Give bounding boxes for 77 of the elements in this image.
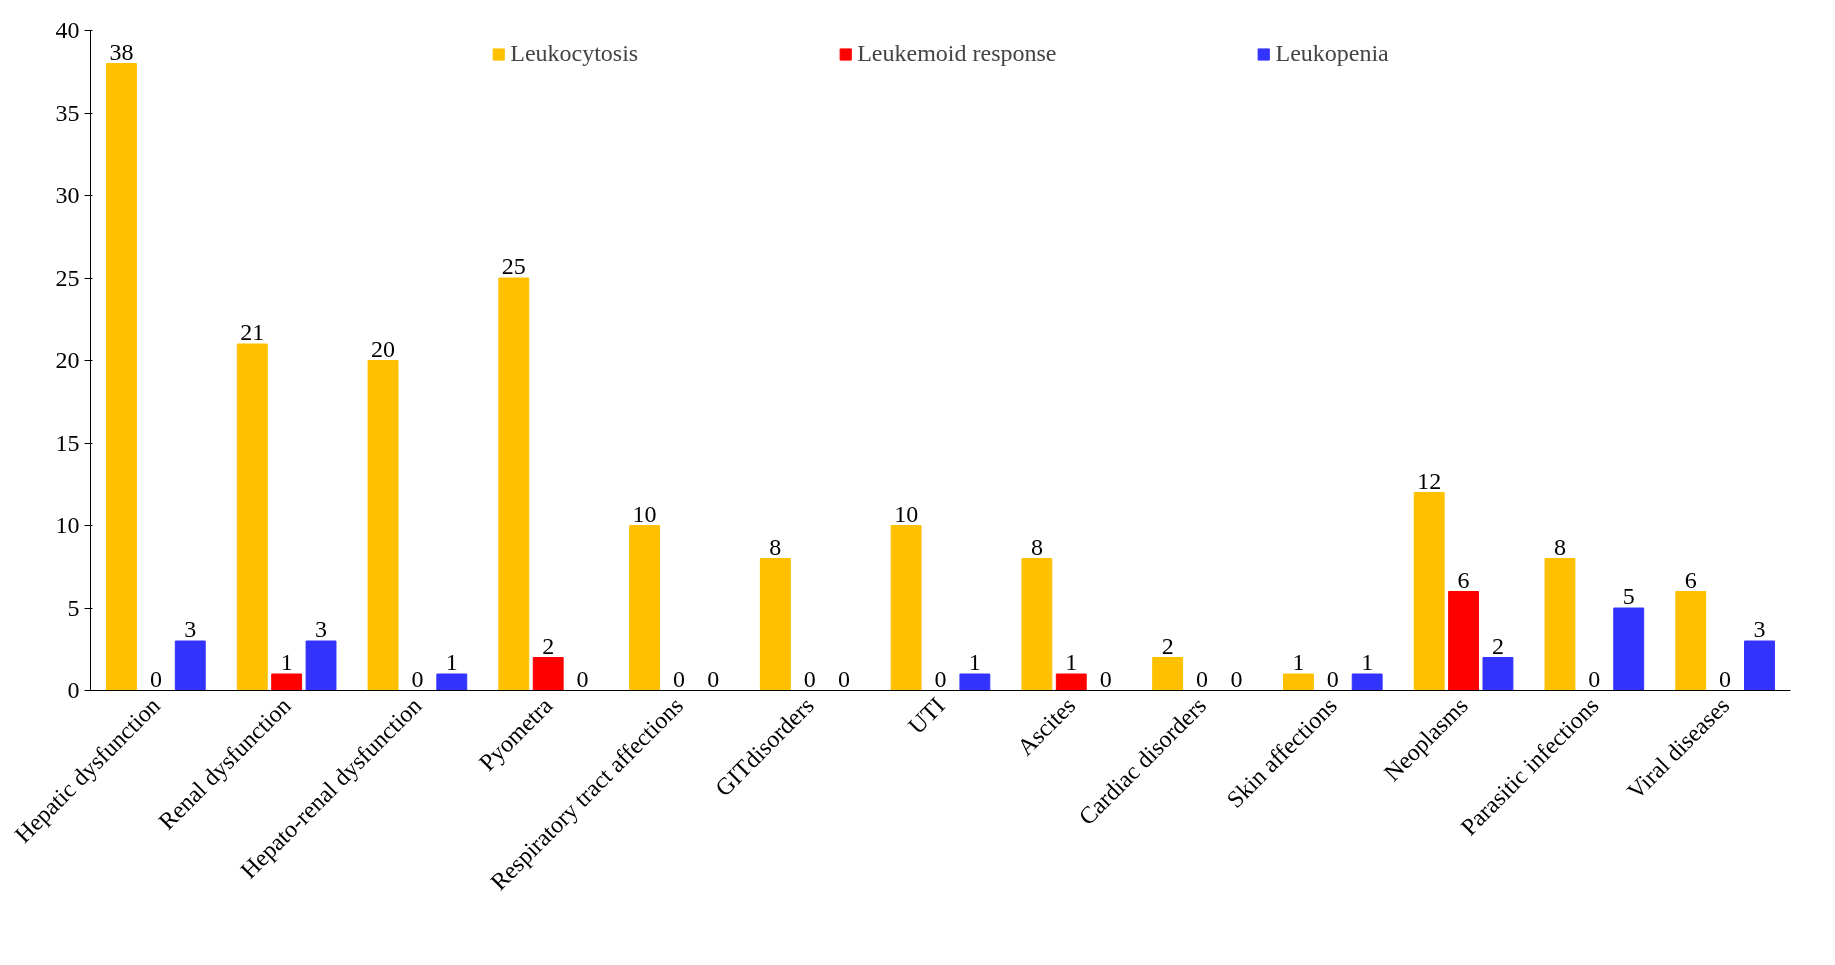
bar xyxy=(1021,558,1053,691)
data-label: 8 xyxy=(769,533,782,560)
bar xyxy=(174,640,206,691)
bar xyxy=(1482,657,1514,691)
bar xyxy=(1152,657,1184,691)
data-label: 6 xyxy=(1684,566,1697,593)
y-tick-label: 5 xyxy=(67,594,80,621)
data-label: 0 xyxy=(411,665,424,692)
bar xyxy=(532,657,564,691)
data-label: 1 xyxy=(445,649,458,675)
y-tick-label: 35 xyxy=(55,99,80,126)
bar xyxy=(1613,607,1645,691)
data-label: 0 xyxy=(1196,665,1209,692)
data-label: 0 xyxy=(803,665,816,692)
data-label: 1 xyxy=(280,649,293,675)
bar xyxy=(890,525,922,691)
data-label: 10 xyxy=(632,500,657,527)
data-label: 25 xyxy=(501,253,526,279)
data-label: 2 xyxy=(1491,632,1504,659)
y-tick-label: 30 xyxy=(55,182,80,208)
data-label: 0 xyxy=(672,665,685,692)
data-label: 1 xyxy=(1292,649,1305,675)
data-label: 0 xyxy=(1230,665,1243,692)
data-label: 6 xyxy=(1457,566,1470,593)
bar xyxy=(367,360,399,691)
y-tick-label: 15 xyxy=(55,429,80,456)
bar xyxy=(106,63,137,691)
data-label: 3 xyxy=(315,616,328,642)
data-label: 0 xyxy=(838,665,851,692)
bar xyxy=(498,277,530,691)
data-label: 0 xyxy=(1326,665,1339,692)
bar xyxy=(1055,673,1087,691)
y-tick-label: 25 xyxy=(55,264,80,291)
data-label: 8 xyxy=(1553,533,1566,560)
data-label: 1 xyxy=(1361,649,1374,675)
data-label: 0 xyxy=(707,665,720,692)
bar xyxy=(1544,558,1576,691)
data-label: 38 xyxy=(109,38,134,65)
data-label: 5 xyxy=(1622,583,1635,609)
x-tick-label: UTI xyxy=(903,692,950,739)
y-tick-label: 10 xyxy=(55,512,80,538)
data-label: 21 xyxy=(240,319,265,345)
bar xyxy=(1282,673,1314,691)
data-label: 2 xyxy=(542,632,555,659)
data-label: 0 xyxy=(1099,665,1112,692)
y-tick-label: 0 xyxy=(67,677,80,703)
data-label: 8 xyxy=(1030,533,1043,560)
bar xyxy=(629,525,661,691)
data-label: 10 xyxy=(894,500,919,527)
legend-label: Leukocytosis xyxy=(510,40,639,67)
bar xyxy=(1351,673,1383,691)
data-label: 0 xyxy=(149,665,162,692)
data-label: 20 xyxy=(371,335,396,362)
data-label: 0 xyxy=(1588,665,1601,692)
data-label: 2 xyxy=(1161,632,1174,659)
bar xyxy=(305,640,337,691)
bar xyxy=(759,558,791,691)
bar xyxy=(959,673,991,691)
bar xyxy=(1744,640,1775,691)
data-label: 0 xyxy=(934,665,947,692)
y-tick-label: 20 xyxy=(55,347,80,373)
data-label: 3 xyxy=(184,616,197,642)
data-label: 1 xyxy=(1065,649,1078,675)
data-label: 12 xyxy=(1417,467,1442,494)
data-label: 0 xyxy=(576,665,589,692)
bar xyxy=(436,673,468,691)
data-label: 0 xyxy=(1719,665,1732,692)
bar xyxy=(1413,492,1445,691)
bar xyxy=(1448,591,1480,691)
legend-label: Leukemoid response xyxy=(857,40,1057,67)
y-tick-label: 40 xyxy=(55,17,80,43)
bar xyxy=(236,343,268,691)
legend-label: Leukopenia xyxy=(1275,40,1389,67)
data-label: 1 xyxy=(968,649,981,675)
data-label: 3 xyxy=(1753,616,1766,642)
bar xyxy=(271,673,303,691)
bar xyxy=(1675,591,1707,691)
